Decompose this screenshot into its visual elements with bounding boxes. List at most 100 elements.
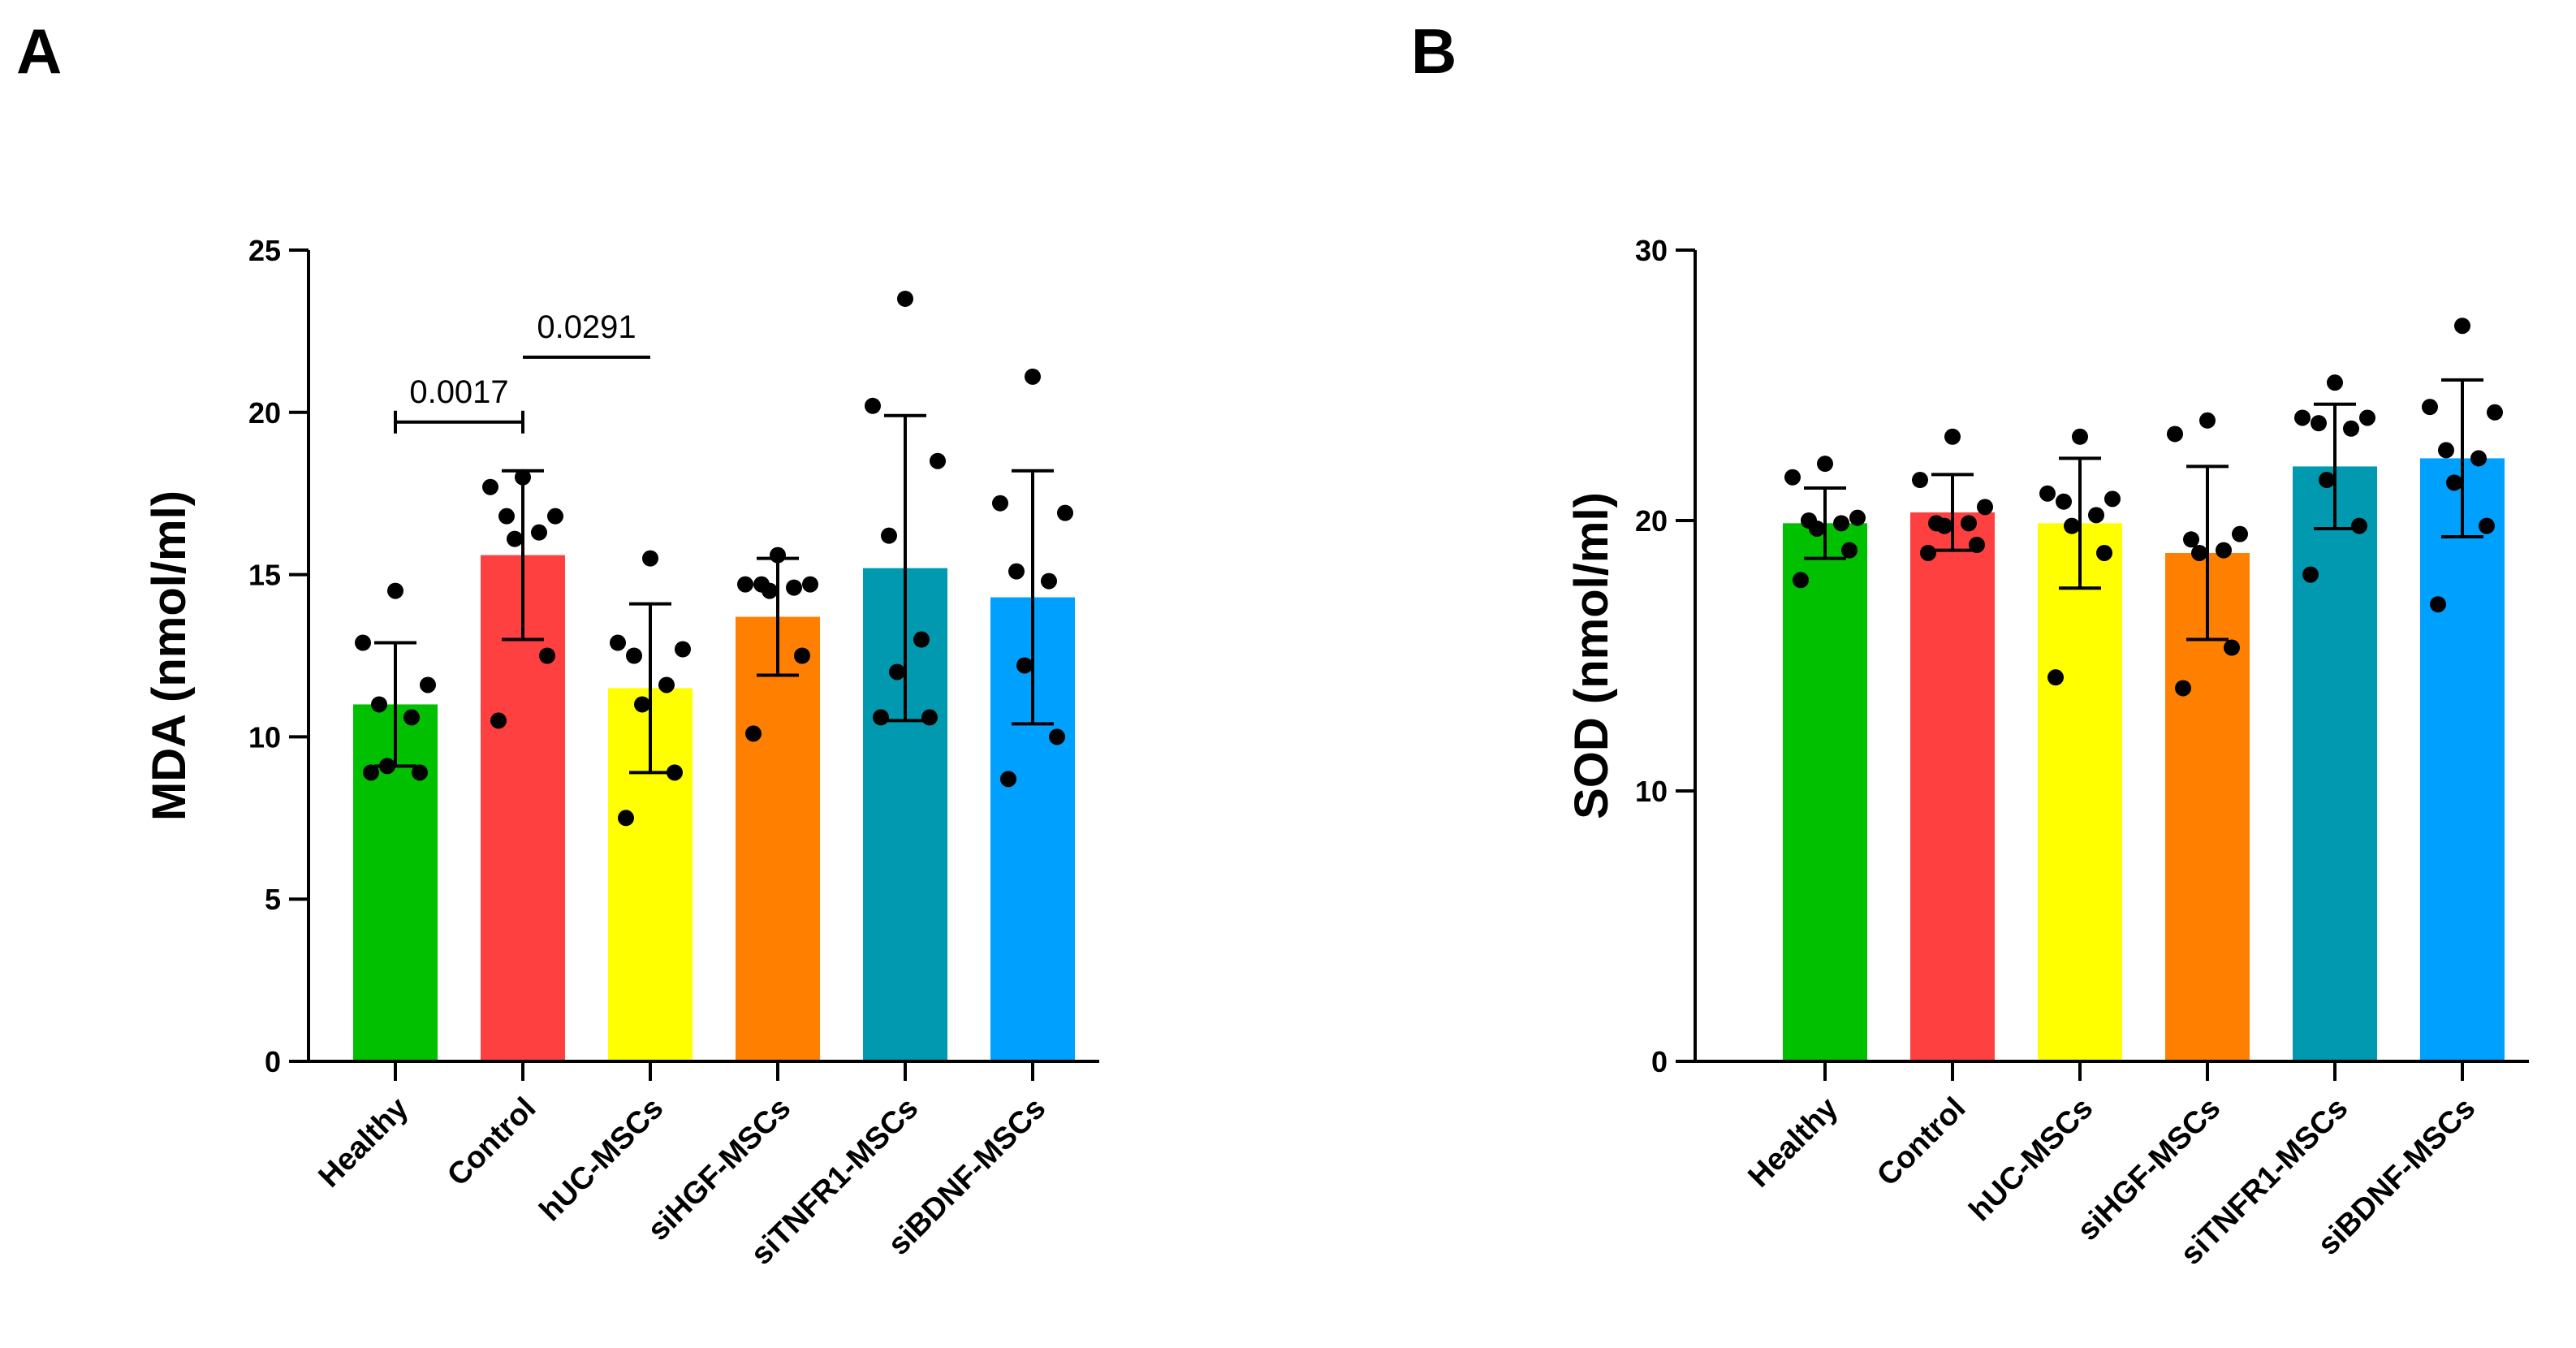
x-tick-label-huc-mscs: hUC-MSCs (1963, 1091, 2100, 1229)
data-point-healthy (403, 709, 420, 726)
data-point-sitnfr1-mscs (881, 527, 897, 544)
data-point-huc-mscs (626, 647, 642, 664)
data-point-sihgf-mscs (2232, 525, 2248, 542)
data-point-healthy (1793, 572, 1809, 589)
data-point-sihgf-mscs (2224, 639, 2240, 656)
y-tick-label: 20 (248, 396, 281, 430)
data-point-sitnfr1-mscs (2319, 472, 2335, 489)
data-point-sitnfr1-mscs (865, 397, 881, 414)
data-point-sihgf-mscs (2183, 531, 2199, 548)
data-point-control (539, 647, 555, 664)
data-point-sihgf-mscs (794, 647, 810, 664)
panel-b-letter: B (1411, 15, 1456, 87)
data-point-huc-mscs (2064, 517, 2080, 534)
data-point-healthy (387, 582, 403, 599)
panel-b-error-bars (1804, 378, 2483, 642)
panel-a-data-points (355, 290, 1073, 827)
panel-a-error-bars (374, 413, 1054, 775)
data-point-huc-mscs (618, 810, 634, 827)
y-tick-label: 15 (248, 559, 281, 592)
data-point-control (482, 478, 498, 495)
data-point-control (1944, 428, 1961, 445)
data-point-sibdnf-mscs (1025, 368, 1041, 385)
data-point-sihgf-mscs (2216, 542, 2232, 559)
bar-control (1910, 512, 1995, 1061)
data-point-sitnfr1-mscs (930, 452, 946, 469)
y-tick-label: 0 (1651, 1045, 1668, 1078)
data-point-sibdnf-mscs (1000, 771, 1016, 788)
data-point-huc-mscs (2047, 669, 2064, 686)
data-point-control (531, 524, 547, 541)
data-point-huc-mscs (675, 641, 691, 658)
x-tick-label-huc-mscs: hUC-MSCs (533, 1091, 671, 1229)
data-point-sibdnf-mscs (992, 495, 1008, 512)
data-point-control (1912, 472, 1928, 489)
data-point-sibdnf-mscs (1008, 563, 1025, 580)
bar-sihgf-mscs (736, 616, 820, 1061)
data-point-sitnfr1-mscs (2311, 415, 2327, 432)
data-point-healthy (412, 764, 428, 781)
data-point-sibdnf-mscs (2454, 318, 2470, 335)
data-point-sihgf-mscs (2191, 544, 2207, 561)
x-tick-label-healthy: Healthy (1742, 1091, 1845, 1195)
y-axis-title: MDA (nmol/ml) (143, 490, 196, 821)
data-point-healthy (1817, 456, 1833, 473)
panel-a-letter: A (16, 15, 62, 87)
data-point-huc-mscs (2088, 507, 2104, 524)
data-point-sibdnf-mscs (2479, 517, 2495, 534)
data-point-sihgf-mscs (745, 725, 762, 742)
panel-a-comparisons: 0.0017 0.0291 (394, 309, 650, 434)
bar-sibdnf-mscs (2420, 458, 2505, 1061)
data-point-control (1920, 544, 1936, 561)
data-point-sihgf-mscs (786, 579, 802, 596)
bar-huc-mscs (2038, 523, 2122, 1061)
p-value-label: 0.0291 (537, 309, 636, 345)
data-point-huc-mscs (2096, 544, 2112, 561)
data-point-sihgf-mscs (2167, 426, 2183, 443)
data-point-sibdnf-mscs (1016, 657, 1033, 674)
data-point-healthy (379, 758, 395, 775)
data-point-control (547, 508, 563, 525)
x-tick-label-control: Control (441, 1091, 542, 1193)
data-point-sibdnf-mscs (2430, 596, 2446, 613)
y-tick-label: 20 (1635, 504, 1668, 538)
data-point-control (1977, 499, 1993, 516)
data-point-sitnfr1-mscs (873, 709, 889, 726)
data-point-control (490, 712, 507, 729)
data-point-sihgf-mscs (737, 576, 753, 593)
data-point-huc-mscs (658, 676, 675, 693)
data-point-healthy (1849, 509, 1866, 526)
y-tick-label: 25 (248, 234, 281, 267)
data-point-sitnfr1-mscs (2294, 409, 2311, 426)
data-point-sitnfr1-mscs (2351, 517, 2367, 534)
panel-b-bars (1783, 458, 2505, 1061)
data-point-control (1961, 515, 1977, 532)
data-point-healthy (1809, 520, 1825, 537)
p-value-label: 0.0017 (409, 374, 508, 410)
data-point-sibdnf-mscs (1041, 572, 1057, 590)
x-tick-label-healthy: Healthy (313, 1091, 416, 1195)
data-point-sihgf-mscs (802, 576, 818, 593)
data-point-healthy (1784, 469, 1801, 486)
data-point-sitnfr1-mscs (913, 631, 930, 648)
data-point-sibdnf-mscs (2446, 474, 2462, 491)
data-point-huc-mscs (2072, 428, 2088, 445)
y-tick-label: 5 (265, 883, 281, 916)
data-point-healthy (1833, 515, 1849, 532)
data-point-sibdnf-mscs (2422, 399, 2438, 416)
data-point-healthy (1841, 542, 1858, 559)
data-point-healthy (363, 764, 379, 781)
panel-a: A 0.0017 0.0291 0 5 10 15 20 25 Healthy Controlh… (16, 15, 1099, 1272)
data-point-sitnfr1-mscs (2327, 374, 2343, 391)
y-tick-label: 0 (265, 1045, 281, 1078)
data-point-sitnfr1-mscs (2343, 420, 2359, 437)
data-point-huc-mscs (634, 696, 650, 713)
data-point-sitnfr1-mscs (2359, 409, 2375, 426)
data-point-sihgf-mscs (2199, 412, 2216, 429)
y-tick-label: 10 (248, 720, 281, 754)
data-point-huc-mscs (610, 634, 626, 651)
y-tick-label: 10 (1635, 775, 1668, 808)
bar-healthy (1783, 523, 1867, 1061)
data-point-huc-mscs (667, 764, 683, 781)
data-point-sitnfr1-mscs (921, 709, 938, 726)
